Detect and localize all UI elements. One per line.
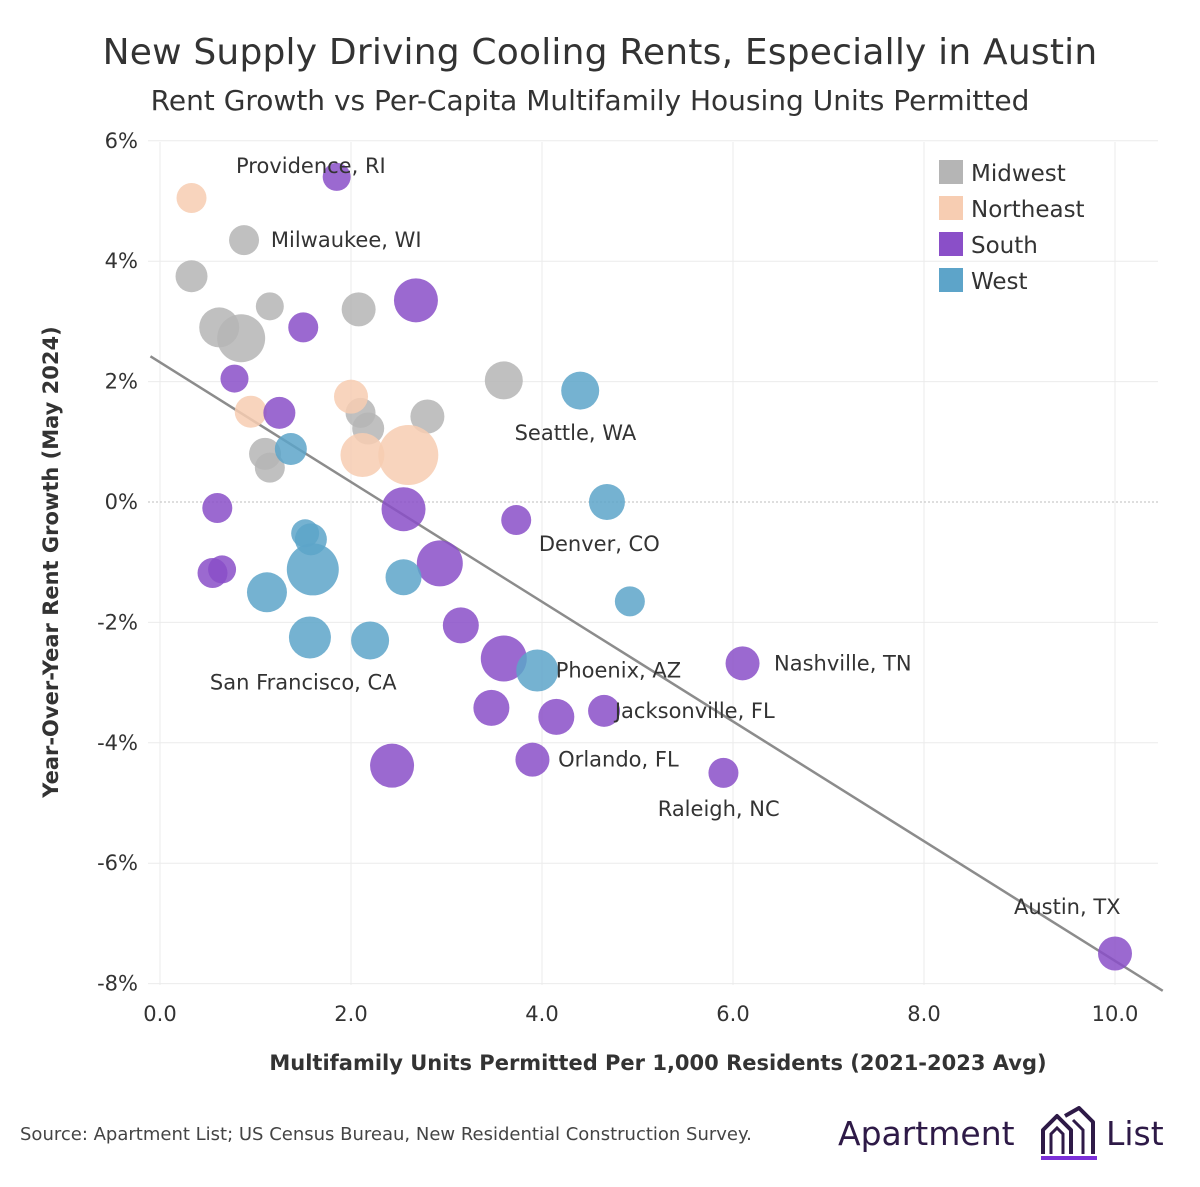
data-point-south[interactable] [538,698,575,735]
x-tick-label: 4.0 [525,1002,558,1026]
city-label: Nashville, TN [774,651,912,675]
data-point-south[interactable] [208,555,237,584]
data-point-west[interactable] [385,559,422,596]
city-label: San Francisco, CA [210,671,397,695]
data-point-midwest[interactable] [229,225,260,256]
logo-text-left: Apartment [838,1114,1015,1153]
annotations: Providence, RI Milwaukee, WI Seattle, WA De… [210,154,1121,919]
x-tick-label: 6.0 [716,1002,749,1026]
legend-swatch [939,160,963,184]
city-label: Phoenix, AZ [556,659,681,683]
page-subtitle: Rent Growth vs Per-Capita Multifamily Ho… [150,84,1030,117]
data-point-west[interactable] [246,572,287,613]
city-label: Jacksonville, FL [613,699,775,723]
apartment-list-logo: Apartment List [838,1104,1168,1164]
legend-label[interactable]: Midwest [971,161,1066,187]
y-tick-label: 0% [105,490,138,514]
data-point-west[interactable] [274,433,307,466]
x-tick-label: 8.0 [907,1002,940,1026]
trendline-layer [149,355,1164,992]
data-point-midwest[interactable] [341,292,376,327]
data-point-west[interactable] [351,621,390,660]
data-point-south[interactable] [370,743,415,788]
data-point-west[interactable] [288,616,331,659]
city-label: Providence, RI [236,154,386,178]
city-label: Denver, CO [539,532,660,556]
page-title: New Supply Driving Cooling Rents, Especi… [102,32,1098,73]
logo-text-right: List [1106,1114,1164,1153]
city-label: Milwaukee, WI [271,228,422,252]
legend-swatch [939,268,963,292]
data-point-west[interactable] [561,371,600,410]
data-point-midwest[interactable] [217,314,266,363]
data-point-south[interactable] [708,757,739,788]
data-point-south[interactable] [381,487,426,532]
city-label: Raleigh, NC [658,797,780,821]
legend-label[interactable]: South [971,233,1038,259]
data-point-south[interactable] [322,162,351,191]
data-point-south[interactable] [416,540,463,587]
scatter-chart: Providence, RI Milwaukee, WI Seattle, WA De… [39,129,1164,1075]
y-tick-label: 4% [105,249,138,273]
data-point-south[interactable] [501,505,532,536]
data-point-northeast[interactable] [176,182,207,213]
source-note: Source: Apartment List; US Census Bureau… [20,1124,752,1145]
y-tick-label: 2% [105,370,138,394]
trendline [149,355,1164,992]
legend-label[interactable]: Northeast [971,197,1085,223]
data-point-south[interactable] [288,312,319,343]
data-point-south[interactable] [473,689,510,726]
x-tick-label: 2.0 [334,1002,367,1026]
data-point-midwest[interactable] [255,292,284,321]
y-axis-title: Year-Over-Year Rent Growth (May 2024) [39,326,63,798]
y-tick-label: -2% [97,610,138,634]
axis-ticks: 0.0 2.0 4.0 6.0 8.0 10.0 6% 4% 2% 0% -2% -4% -6% -8% [97,129,1138,1026]
data-point-northeast[interactable] [378,425,439,486]
legend[interactable]: Midwest Northeast South West [939,160,1085,295]
x-tick-label: 10.0 [1092,1002,1139,1026]
city-label: Orlando, FL [558,748,679,772]
data-point-west[interactable] [286,543,339,596]
data-point-midwest[interactable] [254,452,285,483]
data-point-south[interactable] [1098,936,1132,971]
x-tick-label: 0.0 [143,1002,176,1026]
data-point-south[interactable] [202,493,233,524]
data-point-south[interactable] [393,278,438,323]
data-point-midwest[interactable] [484,361,523,400]
data-point-west[interactable] [588,484,625,520]
data-point-south[interactable] [220,364,249,393]
grid-lines [148,140,1158,985]
y-tick-label: -6% [97,851,138,875]
y-tick-label: -8% [97,972,138,996]
y-tick-label: -4% [97,731,138,755]
city-label: Austin, TX [1014,895,1121,919]
y-tick-label: 6% [105,129,138,153]
legend-swatch [939,232,963,256]
x-axis-title: Multifamily Units Permitted Per 1,000 Re… [269,1051,1046,1075]
data-point-south[interactable] [515,742,550,777]
data-point-south[interactable] [588,694,621,727]
data-point-midwest[interactable] [410,399,445,434]
data-point-west[interactable] [516,649,559,692]
data-point-midwest[interactable] [175,260,208,293]
data-points [175,162,1132,971]
data-point-south[interactable] [442,607,479,644]
data-point-northeast[interactable] [340,433,385,478]
data-point-northeast[interactable] [334,379,368,414]
legend-label[interactable]: West [971,269,1028,295]
city-label: Seattle, WA [515,421,637,445]
legend-swatch [939,196,963,220]
data-point-west[interactable] [614,586,645,617]
data-point-northeast[interactable] [234,395,267,428]
building-logo-icon [1041,1106,1097,1160]
data-point-south[interactable] [263,396,296,429]
data-point-south[interactable] [480,635,527,682]
data-point-south[interactable] [725,646,760,681]
